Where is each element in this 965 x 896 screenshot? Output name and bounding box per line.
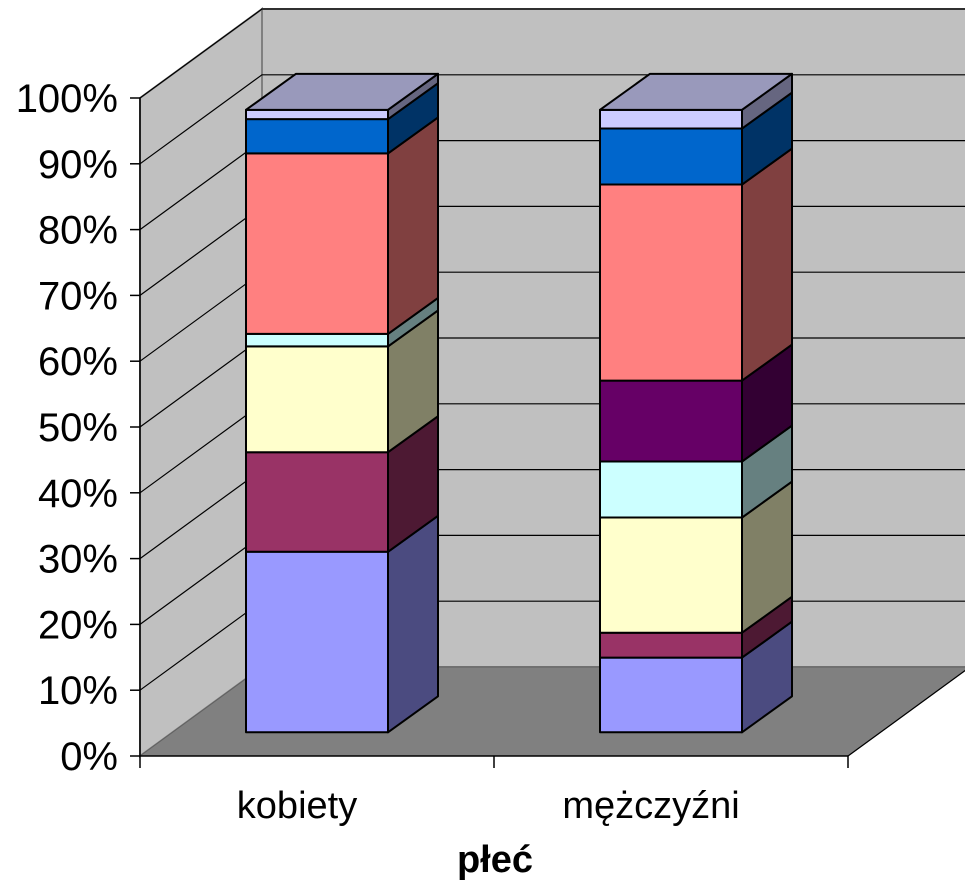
y-tick-label: 20% [38,603,118,647]
bar-top [599,72,793,111]
bar-segment-front [245,345,389,454]
bar-segment-front [599,516,743,634]
x-axis-title: płeć [457,839,533,881]
category-label: kobiety [237,785,357,827]
x-tick-labels: kobiety mężczyźni [237,785,740,827]
bar-top [245,72,439,111]
bar-segment-front [245,332,389,348]
floor-edge [847,669,965,757]
y-tick-label: 50% [38,406,118,450]
category-label: mężczyźni [562,785,739,827]
bar-segment-front [599,108,743,130]
bars [245,72,793,734]
bar-segment-front [245,451,389,553]
bar-segment-front [599,379,743,463]
y-tick-label: 60% [38,340,118,384]
bar-segment-side [387,514,439,734]
bar-segment-front [599,631,743,659]
y-tick-label: 100% [16,77,118,121]
bar-segment-side [387,116,439,335]
gridline [139,8,965,99]
y-tick-label: 40% [38,472,118,516]
y-tick-label: 0% [60,735,118,779]
y-tick-label: 10% [38,669,118,713]
bar-segment-front [599,183,743,382]
y-tick-label: 80% [38,209,118,253]
y-tick-labels: 0% 10% 20% 30% 40% 50% 60% 70% 80% 90% 100% [16,77,118,779]
bar-segment-front [245,118,389,155]
bar-stack-2 [599,72,793,734]
bar-segment-front [245,550,389,734]
bar-segment-front [599,460,743,519]
bar-stack-1 [245,72,439,734]
bar-segment-front [599,127,743,186]
bar-segment-front [599,656,743,734]
y-tick-label: 30% [38,538,118,582]
bar-segment-side [741,147,793,382]
y-tick-label: 70% [38,274,118,318]
bar-segment-front [245,152,389,335]
axes [130,97,965,768]
bar-segment-front [245,108,389,121]
y-tick-label: 90% [38,143,118,187]
